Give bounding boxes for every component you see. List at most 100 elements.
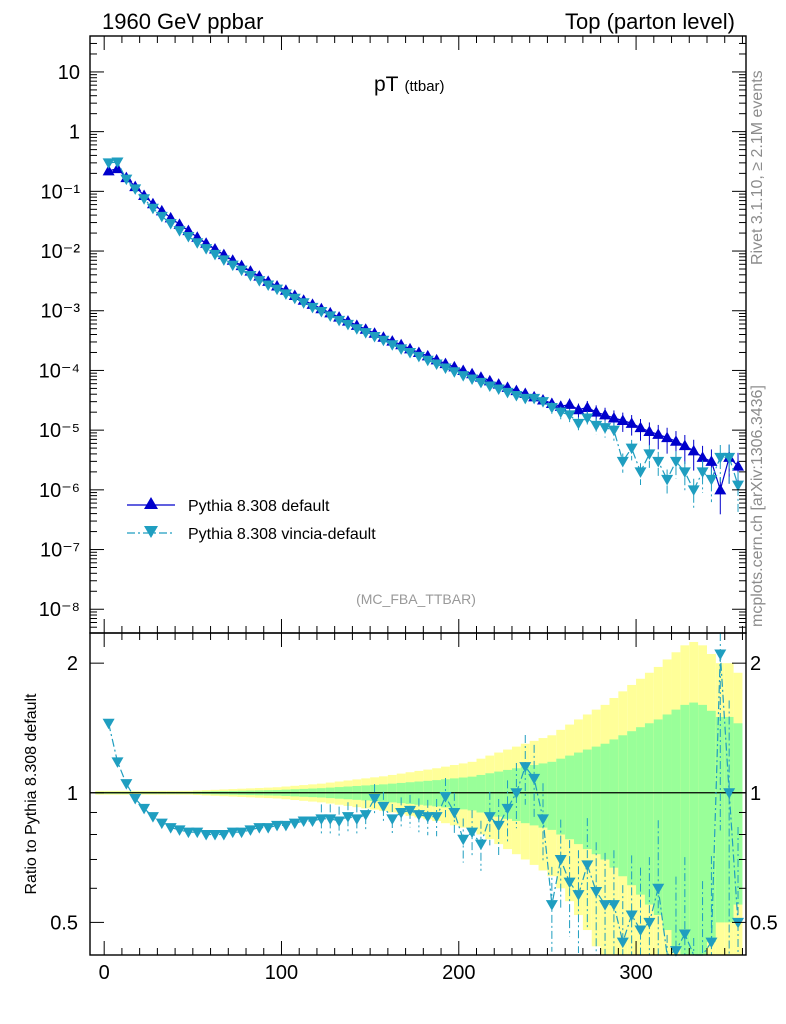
y-tick-label: 10⁻⁷ [40,540,80,562]
plot-title: pT (ttbar) [374,73,445,96]
vincia-point [457,371,470,382]
band-inner [618,735,628,877]
vincia-point [235,265,248,277]
ratio-vincia-point [138,803,151,815]
vincia-point [448,367,461,378]
ratio-vincia-point [625,910,638,922]
vincia-point [359,328,372,339]
band-inner [706,710,716,943]
ratio-vincia-point [590,886,603,898]
ratio-vincia-point [288,818,301,830]
vincia-point [288,293,301,305]
vincia-point [678,467,691,478]
ratio-vincia-point [306,816,319,827]
vincia-point [652,456,665,468]
vincia-point [723,452,736,464]
band-inner [494,771,504,817]
ratio-vincia-point [439,792,452,803]
vincia-point [528,393,541,405]
vincia-point [377,335,390,347]
vincia-line [108,161,739,492]
y-tick-label: 10⁻⁵ [39,420,80,442]
vincia-point [333,315,346,327]
vincia-point [661,474,674,486]
default-point [590,406,603,417]
default-point [652,428,665,439]
ratio-vincia-point [377,801,390,813]
default-point [696,451,709,462]
ratio-vincia-point [732,917,745,929]
ratio-vincia-point [643,917,656,929]
y-tick-label: 10⁻² [41,241,81,263]
vincia-point [581,413,594,424]
ratio-vincia-point [155,818,168,830]
ratio-vincia-point [235,827,248,839]
vincia-point [297,298,310,309]
default-point [705,455,718,466]
band-inner [476,774,486,813]
ratio-vincia-point [501,803,514,815]
vincia-point [421,355,434,367]
ratio-vincia-point [200,830,213,841]
ratio-y-tick-label: 2 [67,653,78,675]
vincia-point [607,425,620,437]
vincia-point [253,276,266,287]
ratio-vincia-point [262,823,275,834]
ratio-vincia-point [536,814,549,825]
ratio-vincia-point [120,779,133,790]
vincia-point [271,284,284,296]
y-tick-label: 10 [58,62,80,84]
ratio-vincia-point [146,812,159,823]
ratio-vincia-point [359,810,372,821]
ratio-plot-marks [102,633,745,957]
vincia-point [306,302,319,314]
band-inner [458,777,468,810]
band-inner [574,752,583,845]
default-point [563,398,576,409]
band-inner [556,758,566,835]
default-line [108,167,739,492]
mcplots-label: mcplots.cern.ch [arXiv:1306.3436] [749,385,766,627]
vincia-point [315,307,328,318]
band-inner [671,709,681,947]
analysis-label: (MC_FBA_TTBAR) [356,591,476,607]
ratio-vincia-line [108,653,739,956]
axes-frame [89,35,747,634]
legend-marker-default [144,497,158,509]
ratio-vincia-point [607,900,620,911]
vincia-point [111,157,124,169]
ratio-vincia-point [510,788,523,799]
vincia-point [696,467,709,478]
main-plot-marks [102,157,745,515]
legend-entry-vincia: Pythia 8.308 vincia-default [127,526,376,543]
band-inner [636,727,645,895]
y-tick-label: 10⁻⁴ [39,360,80,382]
ratio-vincia-point [341,812,354,823]
ratio-vincia-point [466,827,479,839]
vincia-point [200,244,213,255]
vincia-point [545,402,558,414]
vincia-point [129,184,142,195]
vincia-point [182,232,195,243]
vincia-point [643,449,656,460]
default-point [607,411,620,423]
vincia-point [714,452,727,464]
vincia-point [466,374,479,385]
vincia-point [262,280,275,291]
ratio-vincia-point [226,827,239,839]
ratio-vincia-point [581,860,594,871]
ratio-vincia-point [315,814,328,825]
vincia-point [279,289,292,300]
vincia-point [634,467,647,478]
main-plot-axes: 10 1 10⁻¹ 10⁻² 10⁻³ 10⁻⁴ 10⁻⁵ 10⁻⁶ 10⁻⁷ 10⁻⁸ [39,35,747,634]
ratio-vincia-point [421,812,434,823]
x-tick-label: 300 [619,962,652,984]
ratio-vincia-point [253,823,266,834]
ratio-vincia-point [528,773,541,785]
ratio-vincia-point [705,937,718,949]
ratio-vincia-point [572,890,585,901]
vincia-point [395,344,408,355]
vincia-point [120,174,133,186]
vincia-point [501,387,514,399]
vincia-point [226,260,239,272]
